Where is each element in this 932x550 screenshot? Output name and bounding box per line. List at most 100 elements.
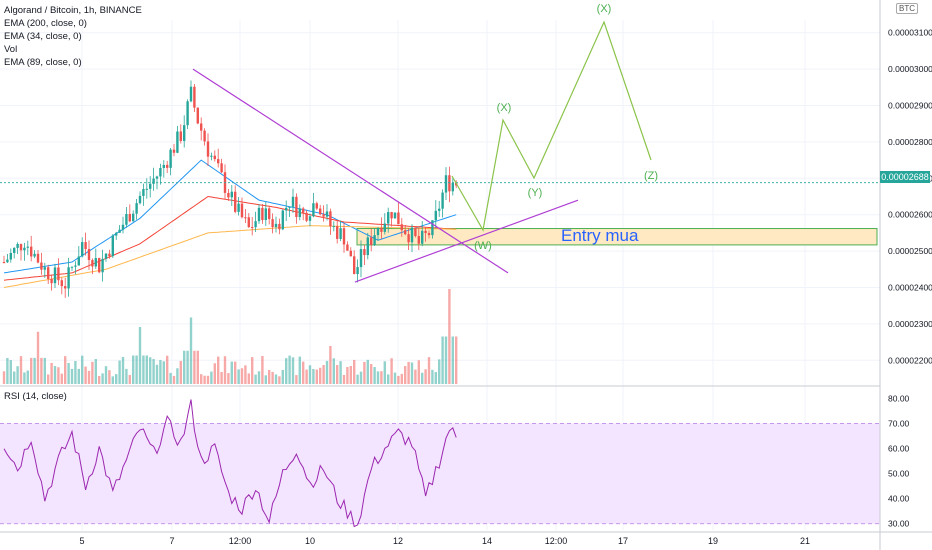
candle-body	[162, 164, 165, 168]
candle-body	[227, 192, 230, 198]
rsi-band-fill	[0, 423, 880, 524]
candle-body	[244, 217, 247, 219]
volume-bar	[278, 376, 281, 384]
volume-bar	[183, 350, 186, 384]
candle-body	[438, 208, 441, 211]
entry-zone[interactable]	[356, 228, 878, 246]
time-tick-label: 17	[618, 536, 628, 546]
volume-bar	[87, 370, 91, 384]
time-tick-label: 10	[305, 536, 315, 546]
candle-body	[421, 230, 424, 244]
volume-bar	[77, 368, 80, 384]
volume-bar	[393, 372, 397, 384]
candle-body	[353, 256, 356, 275]
volume-bar	[142, 355, 145, 384]
candle-body	[305, 212, 308, 221]
volume-bar	[264, 375, 267, 384]
volume-bar	[291, 357, 295, 384]
price-tick-label: 0.00002200	[888, 355, 932, 365]
volume-bar	[448, 289, 451, 384]
ema200-legend[interactable]: EMA (200, close, 0)	[4, 18, 87, 29]
candle-body	[196, 107, 199, 124]
volume-bar	[349, 366, 352, 384]
candle-body	[189, 86, 193, 102]
volume-bar	[237, 369, 240, 384]
volume-bar	[101, 373, 104, 384]
volume-bar	[189, 317, 193, 384]
volume-bar	[159, 360, 162, 384]
volume-bar	[295, 375, 298, 384]
volume-bar	[281, 370, 284, 384]
candle-body	[19, 244, 23, 251]
ema89-legend[interactable]: EMA (89, close, 0)	[4, 57, 82, 68]
drawing-lines[interactable]	[0, 20, 880, 283]
volume-bar	[33, 357, 36, 384]
volume-bar	[74, 360, 77, 384]
time-tick-label: 21	[800, 536, 810, 546]
candle-body	[159, 167, 162, 177]
candle-body	[210, 155, 213, 157]
candle-body	[370, 237, 373, 245]
candle-body	[251, 227, 254, 229]
entry-zone-rect	[356, 228, 878, 246]
entry-label: Entry mua	[561, 226, 639, 245]
volume-bar	[376, 371, 380, 384]
candle-body	[203, 130, 206, 142]
volume-bar	[2, 371, 6, 384]
wave-label: (X)	[597, 3, 612, 15]
candle-body	[240, 203, 244, 218]
volume-bar	[138, 327, 142, 384]
rsi-tick-label: 70.00	[888, 418, 910, 428]
candle-body	[40, 262, 43, 270]
volume-bar	[400, 373, 403, 384]
volume-bar	[305, 369, 308, 384]
candle-body	[77, 256, 80, 266]
rsi-legend[interactable]: RSI (14, close)	[4, 391, 67, 402]
candle-body	[57, 267, 60, 281]
symbol-title[interactable]: Algorand / Bitcoin, 1h, BINANCE	[4, 5, 142, 16]
volume-bar	[285, 358, 288, 384]
candle-body	[363, 249, 366, 256]
volume-bar	[166, 355, 169, 384]
volume-bar	[234, 361, 237, 384]
candle-body	[53, 267, 57, 284]
volume-bar	[397, 375, 400, 384]
volume-bar	[380, 371, 383, 384]
candle-body	[254, 221, 257, 228]
candle-body	[43, 267, 46, 270]
candle-body	[60, 280, 63, 287]
candle-body	[424, 230, 427, 234]
ema200-line	[3, 225, 457, 288]
candle-body	[149, 183, 152, 189]
ema89-line	[3, 195, 457, 281]
chart-legend: Algorand / Bitcoin, 1h, BINANCE EMA (200…	[4, 4, 142, 69]
volume-bar	[104, 366, 108, 384]
volume-bar	[227, 373, 230, 384]
volume-bar	[200, 374, 203, 384]
candle-body	[427, 233, 431, 236]
volume-bar	[427, 357, 431, 384]
candle-body	[81, 242, 84, 257]
candle-body	[380, 228, 383, 232]
price-tick-label: 0.00002600	[888, 210, 932, 220]
candle-body	[33, 253, 36, 257]
candle-body	[291, 196, 295, 207]
candle-body	[67, 267, 70, 289]
volume-bar	[383, 361, 386, 384]
volume-bar	[359, 371, 363, 384]
volume-bar	[16, 366, 19, 384]
candle-body	[390, 212, 393, 219]
candle-body	[404, 230, 407, 235]
volume-bar	[387, 374, 390, 384]
price-tick-label: 0.00003000	[888, 64, 932, 74]
ema34-legend[interactable]: EMA (34, close, 0)	[4, 31, 82, 42]
candle-body	[312, 203, 315, 217]
candle-body	[271, 219, 274, 228]
volume-bar	[217, 356, 220, 384]
volume-bar	[115, 374, 118, 384]
vol-legend[interactable]: Vol	[4, 44, 18, 55]
rsi-tick-label: 30.00	[888, 519, 910, 529]
candle-body	[169, 149, 172, 168]
